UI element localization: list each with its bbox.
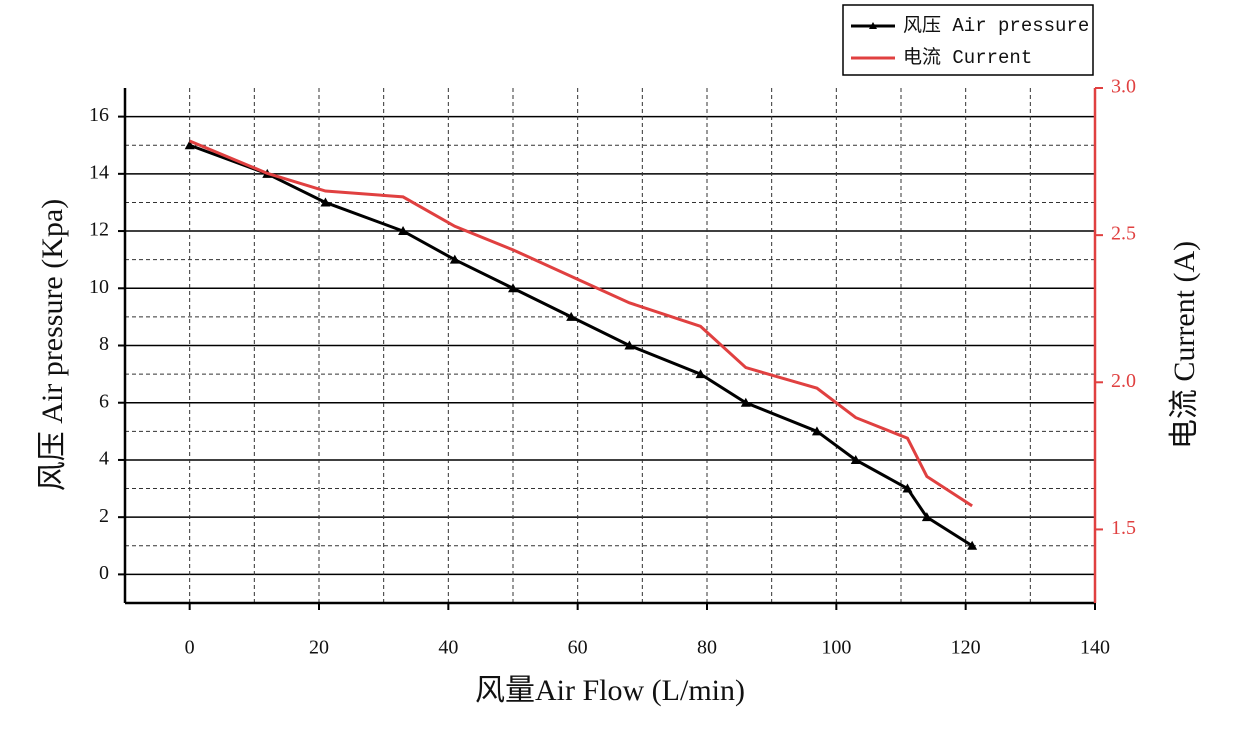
y-tick-label: 2 — [99, 505, 109, 527]
y-tick-label: 8 — [99, 333, 109, 355]
marker — [449, 254, 460, 264]
y2-axis-title: 电流 Current (A) — [1168, 241, 1201, 449]
marker — [967, 540, 978, 550]
marker — [811, 426, 822, 436]
x-tick-label: 20 — [309, 637, 329, 659]
y-tick-label: 12 — [89, 219, 109, 241]
marker — [398, 226, 409, 236]
marker — [850, 454, 861, 464]
marker — [184, 140, 195, 150]
x-tick-label: 100 — [821, 637, 851, 659]
marker — [740, 397, 751, 407]
legend-label: 风压 Air pressure — [903, 15, 1089, 37]
y2-tick-label: 2.5 — [1111, 223, 1136, 245]
x-tick-label: 140 — [1080, 637, 1110, 659]
x-tick-label: 60 — [568, 637, 588, 659]
marker — [695, 369, 706, 379]
marker — [624, 340, 635, 350]
x-tick-label: 40 — [438, 637, 458, 659]
marker — [508, 283, 518, 293]
line-series — [189, 139, 973, 508]
x-tick-label: 0 — [185, 637, 195, 659]
x-tick-label: 80 — [697, 637, 717, 659]
marker — [902, 483, 913, 493]
y-tick-label: 14 — [89, 161, 109, 183]
legend-box — [842, 4, 1094, 76]
y2-tick-label: 2.0 — [1111, 370, 1136, 392]
marker — [566, 311, 577, 321]
x-tick-label: 120 — [951, 637, 981, 659]
y2-tick-label: 3.0 — [1111, 76, 1136, 98]
y-tick-label: 6 — [99, 390, 109, 412]
legend-label: 电流 Current — [903, 46, 1032, 69]
y-tick-label: 4 — [99, 448, 109, 470]
x-axis-title: 风量Air Flow (L/min) — [475, 674, 745, 707]
y2-tick-label: 1.5 — [1111, 517, 1136, 539]
legend-marker — [869, 22, 877, 29]
marker — [921, 512, 932, 522]
y-tick-label: 10 — [89, 276, 109, 298]
y-tick-label: 0 — [99, 562, 109, 584]
y-tick-label: 16 — [89, 104, 109, 126]
marker — [320, 197, 331, 207]
y-axis-title: 风压 Air pressure (Kpa) — [36, 199, 69, 491]
